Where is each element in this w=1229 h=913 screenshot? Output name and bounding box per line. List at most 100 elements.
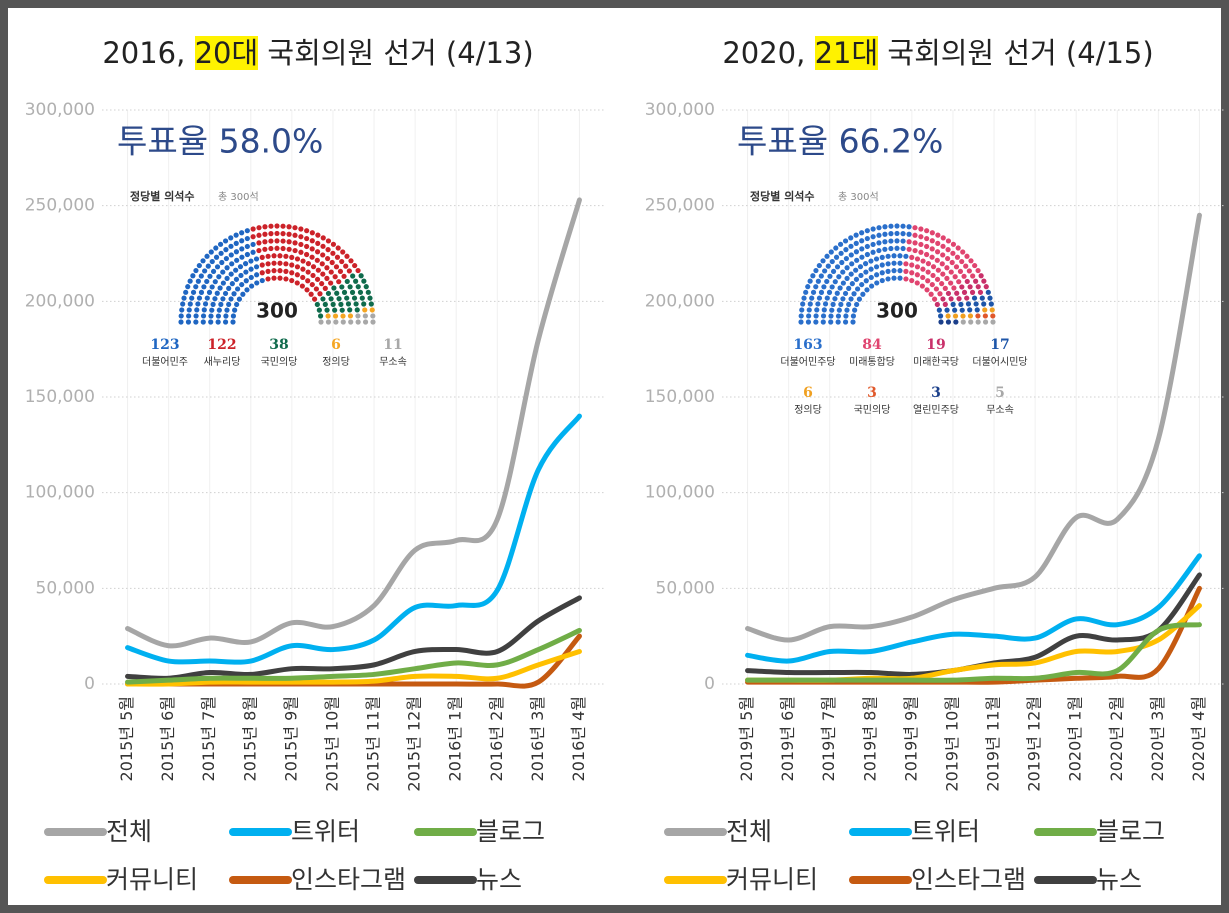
party-seats: 38 [269,337,288,353]
seat-dot [925,278,931,284]
seat-dot [953,319,959,325]
seat-dot [906,231,912,237]
seat-dot [833,245,839,251]
seat-dot [289,270,295,276]
seat-dot [183,289,189,295]
seat-dot [223,313,229,319]
seat-dot [228,243,234,249]
seat-dot [220,269,226,275]
seat-dot [205,263,211,269]
seat-dot [807,301,813,307]
seat-dot [309,238,315,244]
seat-dot [265,261,271,267]
party-name: 국민의당 [261,356,298,368]
seat-dot [848,296,854,302]
seat-dot [970,273,976,279]
seat-dot [963,263,969,269]
seat-dot [309,254,315,260]
seat-dot [874,272,880,278]
seat-dot [185,319,192,325]
seat-dot [810,289,817,295]
seat-dot [228,271,234,277]
seat-dot [859,230,865,236]
seat-dot [928,291,934,297]
x-tick-label: 2019년 12월 [1025,696,1044,792]
seat-dot [311,296,318,302]
seat-dot [256,232,262,238]
seat-dot [240,291,246,297]
seat-dot [879,270,885,276]
seat-dot [894,245,900,251]
seat-dot [239,230,245,236]
seat-dot [939,281,945,287]
seat-dot [964,278,970,285]
seat-dot [798,319,804,325]
party-seats: 11 [383,337,402,353]
seat-dot [262,231,268,237]
x-tick-label: 2015년 6월 [158,696,177,781]
seat-dot [879,262,885,268]
seat-dot [244,243,250,250]
seat-dot [818,289,825,295]
seat-dot [842,290,849,297]
seat-dot [234,301,240,308]
seat-dot [198,289,205,295]
seat-dot [361,278,367,284]
seat-dot [195,278,201,284]
seat-dot [912,247,918,254]
party-name: 정의당 [322,356,350,368]
party-seats: 84 [862,337,882,353]
seat-dot [190,289,197,295]
seat-dot [937,291,943,297]
seat-dot [214,264,221,270]
seat-dot [975,313,981,319]
seat-dot [838,301,844,307]
seat-dot [359,295,365,301]
seat-dot [339,307,345,313]
seat-dot [320,235,326,241]
seat-dot [850,313,857,319]
seat-dot [243,278,249,284]
seat-dot [226,285,232,291]
party-seats: 163 [793,337,822,353]
seat-dot [822,268,828,274]
seat-dot [870,241,876,248]
seat-dot [816,262,822,269]
seat-dot [987,295,993,301]
seat-dot [294,256,301,262]
seat-dot [233,240,239,246]
seat-dot [813,284,819,290]
seat-dot [853,249,860,255]
seat-dot [914,272,920,278]
seat-dot [333,264,340,270]
seat-dot [268,245,274,252]
seat-dot [219,259,225,266]
seat-dot [180,301,186,307]
seat-dot [952,274,958,280]
seat-dot [935,267,941,273]
seat-dot [228,235,234,241]
seat-dot [341,273,347,279]
x-tick-label: 2020년 1월 [1066,696,1085,781]
seat-dot [347,284,353,290]
seat-dot [186,307,192,313]
party-name: 국민의당 [854,404,891,416]
seat-dot [990,319,996,325]
seat-dot [853,232,859,238]
seat-dot [220,296,226,302]
seat-dot [346,268,352,274]
seat-dot [215,319,221,325]
seat-dot [833,254,840,260]
seat-dot [810,273,816,279]
seat-dot [294,264,301,270]
seat-dot [844,275,850,281]
y-tick-label: 200,000 [25,291,95,311]
seat-dot [900,238,906,244]
seat-dot [800,301,806,307]
seat-dot [835,319,841,325]
seat-dot [864,251,870,258]
seat-dot [362,307,368,313]
seat-dot [971,295,978,301]
seat-dot [820,319,826,325]
seat-dot [265,268,271,274]
